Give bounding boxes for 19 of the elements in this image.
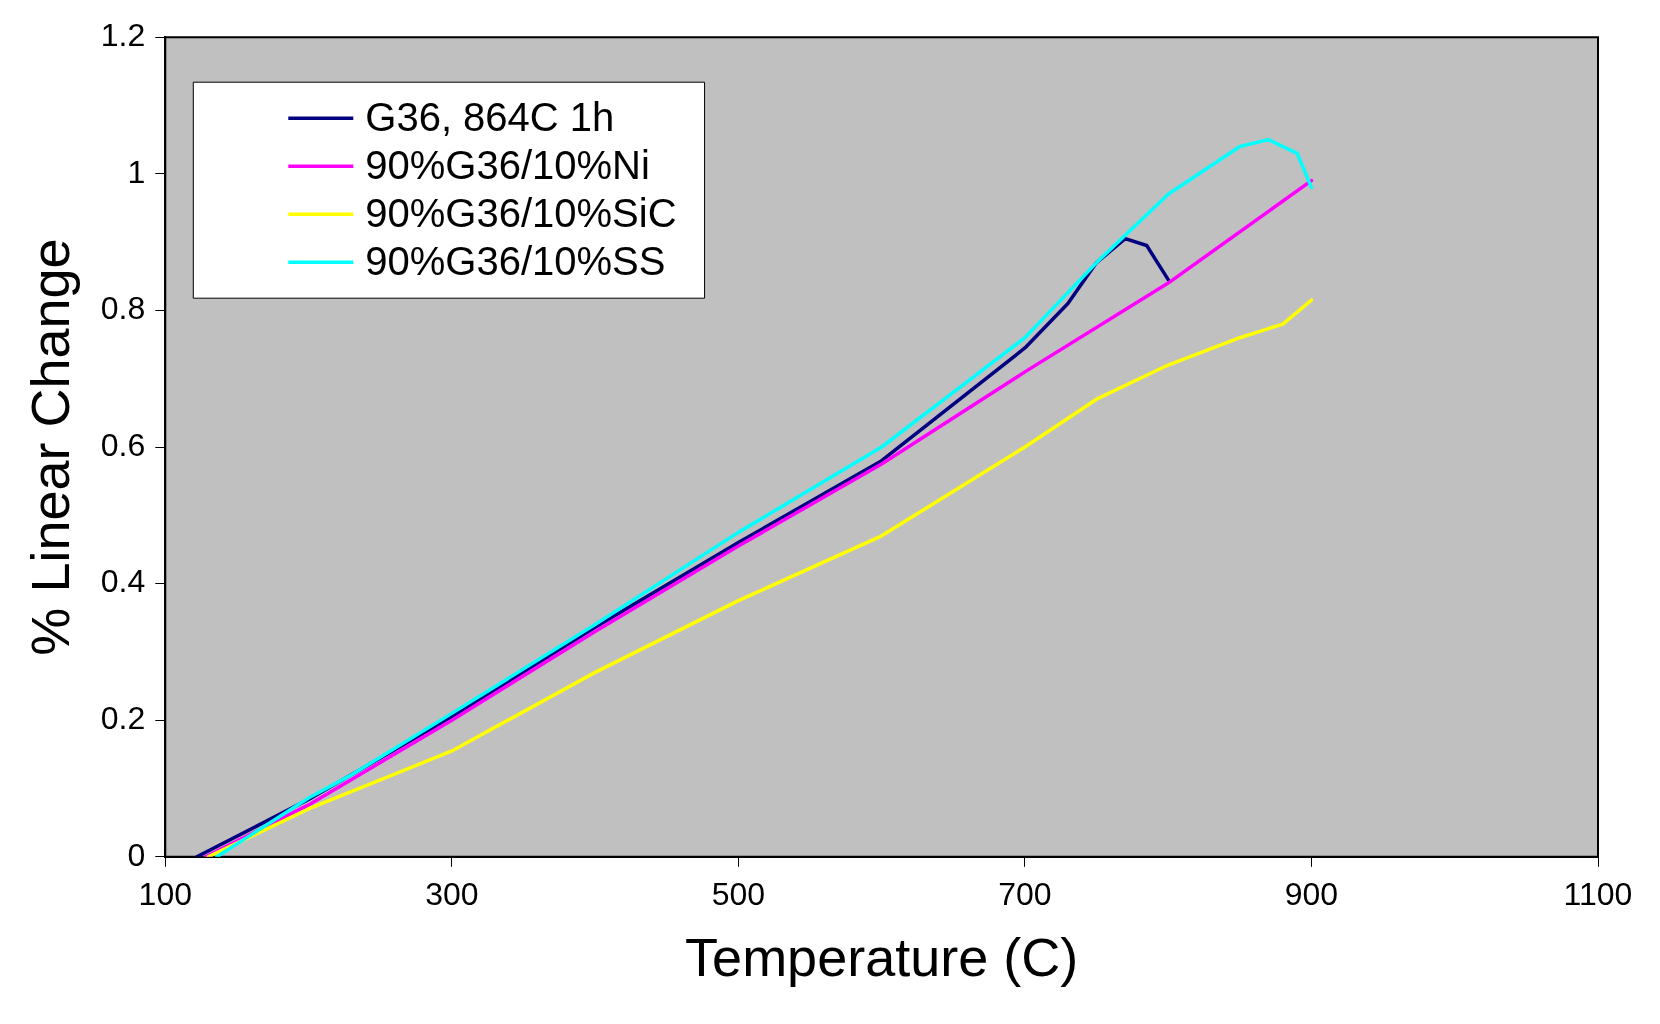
y-tick-label: 0.6 <box>100 426 146 463</box>
y-tick-label: 0.8 <box>100 290 146 327</box>
legend-label: 90%G36/10%Ni <box>365 143 650 188</box>
x-tick-label: 300 <box>425 875 479 912</box>
legend-label: 90%G36/10%SS <box>365 239 666 284</box>
x-tick-label: 700 <box>998 875 1052 912</box>
legend-label: G36, 864C 1h <box>365 95 615 140</box>
y-tick-label: 0.2 <box>100 700 146 737</box>
y-tick-label: 1 <box>127 153 146 190</box>
y-axis-title: % Linear Change <box>20 238 81 656</box>
x-axis-title: Temperature (C) <box>685 927 1079 988</box>
x-tick-label: 100 <box>138 875 192 912</box>
y-tick-label: 0.4 <box>100 563 146 600</box>
x-tick-label: 1100 <box>1563 875 1633 912</box>
y-tick-label: 0 <box>127 836 146 873</box>
x-tick-label: 900 <box>1284 875 1339 912</box>
y-tick-label: 1.2 <box>100 17 146 54</box>
x-tick-label: 500 <box>711 875 766 912</box>
legend-label: 90%G36/10%SiC <box>365 191 677 236</box>
